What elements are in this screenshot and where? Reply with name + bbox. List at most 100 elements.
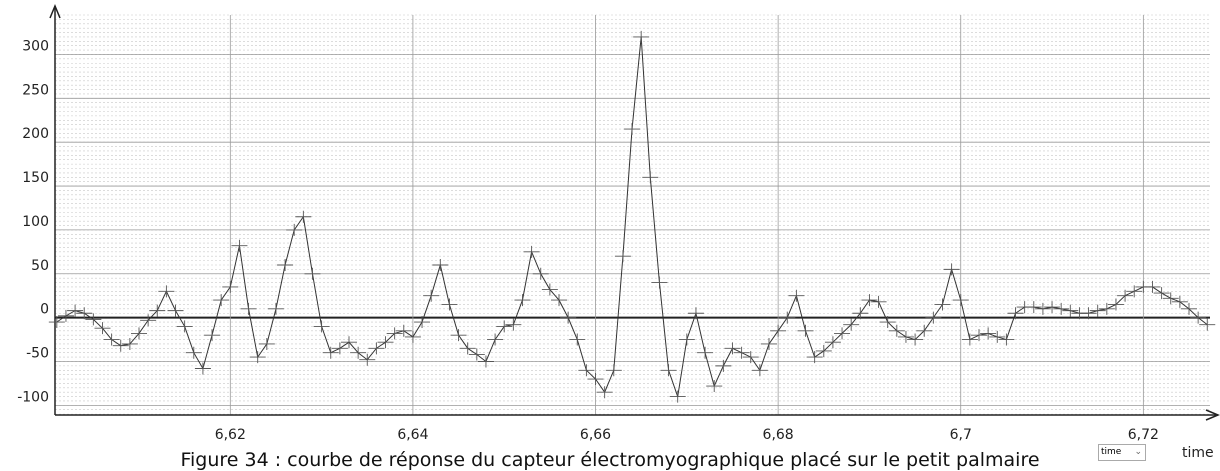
sample-marker bbox=[1044, 301, 1061, 314]
sample-marker bbox=[204, 329, 221, 342]
x-tick-label: 6,64 bbox=[397, 427, 428, 443]
sample-marker bbox=[806, 351, 823, 364]
sample-marker bbox=[605, 364, 622, 377]
sample-marker bbox=[788, 289, 805, 302]
sample-marker bbox=[532, 267, 549, 280]
sample-marker bbox=[815, 344, 832, 357]
sample-marker bbox=[341, 336, 357, 349]
x-axis-arrow bbox=[1205, 409, 1220, 421]
sample-marker bbox=[587, 373, 604, 386]
sample-marker bbox=[176, 320, 193, 333]
x-tick-label: 6,68 bbox=[763, 427, 794, 443]
sample-marker bbox=[596, 386, 613, 399]
sample-marker bbox=[57, 309, 74, 322]
chart: -100 -50 0 50 100 150 200 250 300 6,62 6,64 6,66 6,6… bbox=[17, 4, 1220, 443]
sample-marker bbox=[843, 318, 860, 331]
sample-marker bbox=[1007, 307, 1024, 320]
sample-marker bbox=[697, 346, 714, 359]
sample-marker bbox=[267, 302, 284, 315]
sample-marker bbox=[359, 353, 376, 366]
sample-marker bbox=[943, 263, 960, 276]
sample-marker bbox=[286, 223, 303, 236]
sample-marker bbox=[194, 362, 211, 375]
sample-marker bbox=[897, 330, 914, 343]
y-tick-label: 250 bbox=[22, 82, 49, 98]
sample-marker bbox=[770, 324, 787, 337]
sample-marker bbox=[779, 311, 796, 324]
sample-marker bbox=[971, 329, 987, 342]
selector-value[interactable]: time bbox=[1101, 447, 1122, 457]
sample-marker bbox=[103, 333, 120, 346]
sample-marker bbox=[569, 333, 586, 346]
sample-marker bbox=[706, 380, 723, 393]
sample-marker bbox=[1089, 304, 1106, 317]
sample-marker bbox=[660, 364, 677, 377]
sample-marker bbox=[925, 311, 942, 324]
sample-marker bbox=[167, 304, 184, 317]
sample-marker bbox=[350, 346, 367, 359]
sample-marker bbox=[67, 304, 84, 317]
sample-marker bbox=[551, 294, 567, 307]
sample-marker bbox=[76, 307, 93, 320]
sample-marker bbox=[797, 324, 814, 337]
sample-marker bbox=[852, 307, 869, 320]
sample-marker bbox=[934, 298, 951, 311]
sample-marker bbox=[450, 329, 467, 342]
caption: Figure 34 : courbe de réponse du capteur… bbox=[180, 449, 1040, 471]
y-axis-arrow bbox=[49, 4, 61, 19]
sample-marker bbox=[185, 346, 202, 359]
sample-marker bbox=[322, 346, 339, 359]
sample-marker bbox=[1053, 302, 1070, 315]
sample-marker bbox=[85, 313, 102, 326]
sample-marker bbox=[916, 324, 933, 337]
sample-marker bbox=[633, 30, 650, 43]
sample-marker bbox=[48, 316, 65, 329]
sample-marker bbox=[121, 337, 138, 350]
sample-marker bbox=[222, 280, 239, 293]
sample-marker bbox=[477, 355, 494, 368]
sample-marker bbox=[1098, 302, 1115, 315]
sample-marker bbox=[468, 348, 485, 361]
sample-marker bbox=[952, 294, 969, 307]
y-tick-label: -50 bbox=[26, 345, 49, 361]
y-tick-label: -100 bbox=[17, 389, 49, 405]
sample-marker bbox=[414, 316, 431, 329]
dropdown-arrow[interactable]: ⌄ bbox=[1134, 447, 1142, 457]
sample-marker bbox=[1107, 298, 1124, 311]
sample-marker bbox=[733, 346, 750, 359]
sample-marker bbox=[231, 239, 248, 252]
sample-marker bbox=[368, 342, 385, 355]
sample-marker bbox=[1144, 280, 1161, 293]
sample-marker bbox=[240, 302, 257, 315]
y-tick-label: 100 bbox=[22, 214, 49, 230]
sample-marker bbox=[1025, 301, 1042, 314]
sample-marker bbox=[1062, 304, 1079, 317]
sample-marker bbox=[1153, 287, 1170, 300]
y-tick-label: 150 bbox=[22, 170, 49, 186]
sample-marker bbox=[313, 320, 330, 333]
sample-marker bbox=[140, 314, 157, 327]
sample-marker bbox=[1190, 311, 1207, 324]
sample-marker bbox=[724, 342, 741, 355]
sample-marker bbox=[1162, 292, 1179, 305]
axis-selector[interactable]: time ⌄ bbox=[1098, 444, 1146, 461]
y-tick-label: 200 bbox=[22, 126, 49, 142]
sample-marker bbox=[1181, 302, 1197, 315]
sample-marker bbox=[961, 333, 978, 346]
sample-marker bbox=[441, 298, 458, 311]
sample-marker bbox=[1199, 318, 1216, 331]
sample-marker bbox=[496, 320, 513, 333]
sample-marker bbox=[560, 311, 577, 324]
sample-marker bbox=[834, 327, 851, 340]
sample-marker bbox=[94, 322, 111, 335]
x-tick-label: 6,7 bbox=[950, 427, 972, 443]
sample-marker bbox=[879, 316, 896, 329]
sample-marker bbox=[523, 245, 540, 258]
sample-marker bbox=[980, 327, 997, 340]
sample-marker bbox=[1126, 285, 1143, 298]
sample-marker bbox=[249, 351, 266, 364]
sample-marker bbox=[687, 307, 704, 320]
sample-marker bbox=[907, 333, 924, 346]
sample-marker bbox=[624, 123, 641, 136]
sample-marker bbox=[386, 327, 403, 340]
